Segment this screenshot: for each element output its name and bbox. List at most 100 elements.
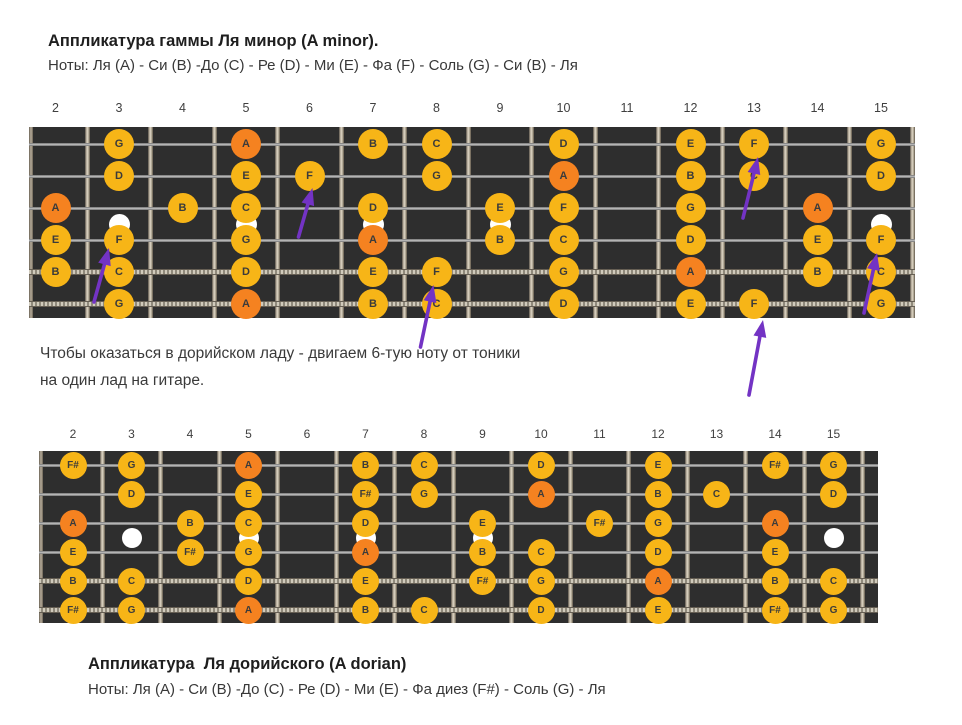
inlay-dot — [823, 527, 844, 548]
note-marker: D — [527, 596, 555, 624]
note-marker: B — [761, 567, 789, 595]
note-marker: G — [644, 509, 672, 537]
note-marker: C — [231, 193, 261, 223]
string-line — [39, 550, 878, 554]
note-marker: A — [59, 509, 87, 537]
fret-wire — [450, 451, 456, 623]
fret-wire — [465, 127, 471, 318]
note-marker: C — [820, 567, 847, 595]
fret-wire — [402, 127, 408, 318]
note-marker: C — [548, 225, 579, 255]
note-marker: E — [761, 538, 789, 566]
note-marker: C — [118, 567, 145, 595]
note-marker: D — [352, 509, 379, 537]
note-marker: E — [235, 480, 262, 508]
note-marker: B — [358, 289, 388, 319]
note-marker: F — [739, 289, 769, 319]
string-line — [39, 492, 878, 496]
note-marker: E — [231, 161, 261, 191]
fret-number: 13 — [747, 101, 761, 115]
note-marker: D — [820, 480, 847, 508]
fret-wire — [743, 451, 749, 623]
note-marker: E — [644, 451, 672, 479]
note-marker: B — [352, 451, 379, 479]
note-marker: D — [527, 451, 555, 479]
note-marker: E — [59, 538, 87, 566]
note-marker: B — [358, 129, 388, 159]
fret-number: 8 — [433, 101, 440, 115]
note-marker: A — [358, 225, 388, 255]
fret-wire — [216, 451, 222, 623]
note-marker: B — [59, 567, 87, 595]
note-marker: F — [548, 193, 579, 223]
note-marker: F# — [176, 538, 204, 566]
fretboard-surface — [39, 451, 878, 623]
note-marker: D — [118, 480, 145, 508]
page-title: Аппликатура гаммы Ля минор (A minor). — [48, 32, 379, 50]
note-marker: G — [866, 289, 896, 319]
note-marker: E — [675, 289, 706, 319]
note-marker: B — [644, 480, 672, 508]
fret-number: 4 — [186, 427, 194, 441]
fret-wire — [626, 451, 632, 623]
note-marker: E — [485, 193, 515, 223]
string-line — [29, 206, 915, 210]
fret-wire — [801, 451, 807, 623]
fret-wire — [656, 127, 662, 318]
note-marker: A — [675, 257, 706, 287]
fret-number: 3 — [128, 427, 135, 441]
fret-number: 11 — [593, 427, 606, 441]
note-marker: A — [231, 289, 261, 319]
fret-number: 6 — [303, 427, 311, 441]
note-marker: A — [802, 193, 833, 223]
fret-number: 2 — [52, 101, 59, 115]
note-marker: B — [167, 193, 198, 223]
middle-note-line1: Чтобы оказаться в дорийском ладу - двига… — [40, 345, 521, 362]
note-marker: F# — [352, 480, 379, 508]
note-marker: G — [104, 289, 134, 319]
note-marker: F# — [761, 451, 789, 479]
fret-wire — [684, 451, 690, 623]
note-marker: G — [675, 193, 706, 223]
arrow-head-icon — [753, 320, 767, 338]
fret-number: 11 — [620, 101, 634, 115]
note-marker: G — [527, 567, 555, 595]
inlay-dot — [121, 527, 142, 548]
note-marker: A — [644, 567, 672, 595]
string-line — [39, 607, 878, 613]
note-marker: E — [469, 509, 496, 537]
fret-wire — [567, 451, 573, 623]
fret-number: 9 — [496, 101, 504, 115]
fret-number: 14 — [768, 427, 782, 441]
note-marker: E — [352, 567, 379, 595]
note-marker: C — [866, 257, 896, 287]
note-marker: C — [421, 289, 452, 319]
string-line — [29, 238, 915, 242]
note-marker: A — [231, 129, 261, 159]
note-marker: C — [421, 129, 452, 159]
fret-number: 7 — [362, 427, 369, 441]
note-marker: F — [866, 225, 896, 255]
fret-number: 7 — [369, 101, 377, 115]
fret-wire — [275, 127, 281, 318]
fret-number: 14 — [810, 101, 825, 115]
note-marker: B — [485, 225, 515, 255]
footer-subtitle: Ноты: Ля (A) - Си (B) -До (C) - Ре (D) -… — [88, 681, 606, 698]
note-marker: F — [104, 225, 134, 255]
fret-wire — [29, 127, 33, 318]
note-marker: G — [421, 161, 452, 191]
string-line — [29, 269, 915, 275]
note-marker: D — [644, 538, 672, 566]
page-subtitle: Ноты: Ля (A) - Си (B) -До (C) - Ре (D) -… — [48, 57, 578, 74]
note-marker: A — [761, 509, 789, 537]
note-marker: A — [352, 538, 379, 566]
note-marker: C — [104, 257, 134, 287]
note-marker: B — [469, 538, 496, 566]
note-marker: D — [548, 129, 579, 159]
fret-number: 6 — [306, 101, 313, 115]
fret-wire — [148, 127, 154, 318]
note-marker: F# — [59, 596, 87, 624]
string-line — [39, 578, 878, 584]
footer-title: Аппликатура Ля дорийского (A dorian) — [88, 655, 407, 673]
